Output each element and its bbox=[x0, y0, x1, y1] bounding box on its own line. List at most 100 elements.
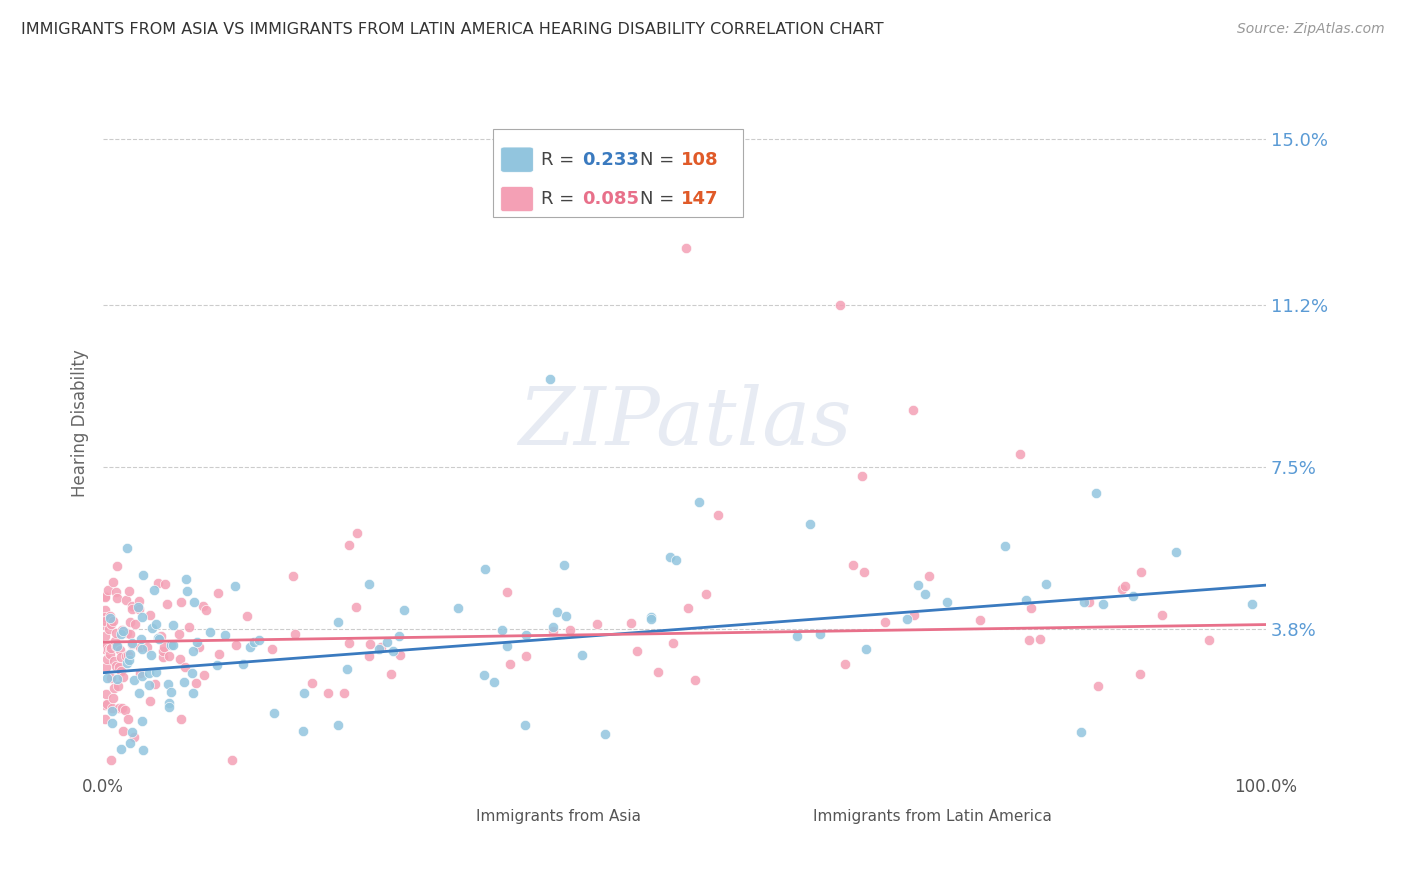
Point bbox=[560, 623, 582, 637]
Point bbox=[100, 641, 122, 656]
Point bbox=[155, 576, 177, 591]
Point bbox=[94, 638, 117, 652]
Point bbox=[337, 636, 360, 650]
Point bbox=[626, 643, 648, 657]
Point bbox=[380, 666, 402, 681]
Point bbox=[176, 572, 198, 586]
Point bbox=[181, 644, 204, 658]
Point bbox=[156, 597, 179, 611]
Point bbox=[1122, 589, 1144, 603]
Point bbox=[474, 561, 496, 575]
Point bbox=[131, 609, 153, 624]
Point bbox=[96, 697, 118, 711]
Point bbox=[515, 628, 537, 642]
Point bbox=[139, 648, 162, 662]
Point bbox=[94, 589, 117, 603]
Point bbox=[118, 647, 141, 661]
Text: N =: N = bbox=[640, 151, 681, 169]
Point bbox=[786, 629, 808, 643]
Point bbox=[129, 640, 152, 654]
Point bbox=[117, 713, 139, 727]
Point bbox=[236, 608, 259, 623]
Point bbox=[152, 640, 174, 655]
Point bbox=[138, 678, 160, 692]
Point bbox=[98, 611, 121, 625]
Point bbox=[108, 643, 131, 657]
Point bbox=[1130, 565, 1153, 579]
Point bbox=[98, 647, 121, 661]
Text: 0.085: 0.085 bbox=[582, 190, 640, 208]
Point bbox=[173, 674, 195, 689]
Point bbox=[388, 629, 411, 643]
Point bbox=[124, 673, 146, 688]
Point bbox=[346, 600, 368, 615]
Point bbox=[129, 632, 152, 647]
Point bbox=[97, 582, 120, 597]
Point bbox=[157, 696, 180, 710]
Point bbox=[94, 615, 117, 629]
Point bbox=[491, 624, 513, 638]
Point bbox=[688, 495, 710, 509]
FancyBboxPatch shape bbox=[780, 806, 807, 827]
Point bbox=[94, 698, 117, 712]
Point bbox=[918, 569, 941, 583]
Point bbox=[799, 516, 821, 531]
Point bbox=[98, 622, 121, 636]
Point bbox=[676, 601, 699, 615]
Point bbox=[148, 632, 170, 646]
Point bbox=[571, 648, 593, 662]
Point bbox=[170, 595, 193, 609]
Point bbox=[117, 657, 139, 671]
Point bbox=[94, 629, 117, 643]
Point bbox=[127, 599, 149, 614]
Point bbox=[332, 686, 354, 700]
Point bbox=[661, 636, 683, 650]
Point bbox=[198, 624, 221, 639]
Point bbox=[191, 599, 214, 613]
Point bbox=[152, 649, 174, 664]
Point bbox=[593, 727, 616, 741]
Point bbox=[1077, 595, 1099, 609]
Text: N =: N = bbox=[640, 190, 681, 208]
Point bbox=[472, 667, 495, 681]
Point bbox=[131, 641, 153, 656]
Point bbox=[94, 609, 117, 624]
Point bbox=[157, 700, 180, 714]
Point bbox=[205, 657, 228, 672]
Point bbox=[1198, 633, 1220, 648]
Point bbox=[118, 653, 141, 667]
Point bbox=[121, 725, 143, 739]
Point bbox=[193, 668, 215, 682]
Point bbox=[96, 671, 118, 685]
Point bbox=[128, 665, 150, 680]
Point bbox=[103, 681, 125, 695]
Point bbox=[100, 671, 122, 685]
Point bbox=[1014, 593, 1036, 607]
FancyBboxPatch shape bbox=[501, 147, 533, 172]
Point bbox=[1073, 595, 1095, 609]
Point bbox=[108, 660, 131, 674]
Point bbox=[482, 675, 505, 690]
Point bbox=[247, 632, 270, 647]
Point bbox=[105, 640, 128, 654]
Point bbox=[94, 641, 117, 656]
Point bbox=[100, 617, 122, 632]
Point bbox=[1129, 667, 1152, 681]
Point bbox=[131, 668, 153, 682]
Point bbox=[1092, 597, 1115, 611]
Point bbox=[640, 609, 662, 624]
Point bbox=[447, 601, 470, 615]
Point bbox=[98, 609, 121, 624]
Point bbox=[159, 685, 181, 699]
Point bbox=[132, 568, 155, 582]
Point bbox=[152, 643, 174, 657]
Point bbox=[176, 584, 198, 599]
Point bbox=[903, 607, 925, 622]
Point bbox=[118, 615, 141, 629]
Point bbox=[242, 634, 264, 648]
Point bbox=[335, 662, 357, 676]
Point bbox=[359, 636, 381, 650]
Point bbox=[707, 508, 730, 522]
Point bbox=[543, 620, 565, 634]
Point bbox=[1087, 679, 1109, 693]
